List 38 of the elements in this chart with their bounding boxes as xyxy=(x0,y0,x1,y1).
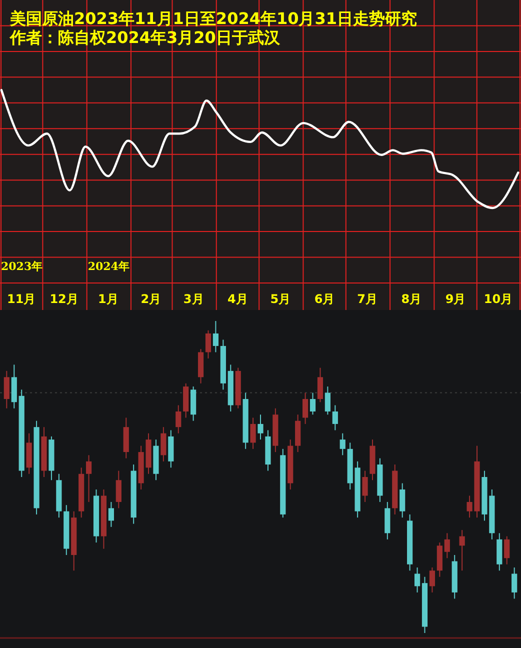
candlestick xyxy=(504,536,510,565)
candlestick xyxy=(444,532,450,559)
x-tick-label: 8月 xyxy=(401,292,422,306)
x-tick-label: 3月 xyxy=(183,292,204,306)
x-tick-label: 1月 xyxy=(98,292,118,306)
candlestick xyxy=(205,330,212,359)
candlestick xyxy=(212,320,219,353)
text: 2024年 xyxy=(88,260,130,273)
candlestick xyxy=(176,404,182,434)
x-tick-label: 4月 xyxy=(228,292,248,306)
candlestick xyxy=(362,470,368,502)
text: 2023年 xyxy=(1,260,43,273)
candlestick xyxy=(250,417,256,450)
candlestick xyxy=(310,392,316,416)
x-tick-label: 7月 xyxy=(357,292,378,306)
candlestick xyxy=(258,414,264,440)
candlestick xyxy=(86,454,92,502)
x-tick-label: 6月 xyxy=(314,292,335,306)
candlestick xyxy=(512,566,518,600)
x-tick-label: 5月 xyxy=(270,292,291,306)
candlestick xyxy=(324,386,330,416)
x-tick-label: 11月 xyxy=(7,292,36,306)
candlestick xyxy=(400,482,406,518)
candlestick xyxy=(459,530,465,572)
x-tick-label: 10月 xyxy=(484,292,513,306)
x-tick-label: 2月 xyxy=(140,292,162,306)
candlestick xyxy=(340,432,346,456)
x-tick-label: 9月 xyxy=(445,292,466,306)
candlestick xyxy=(108,501,114,528)
candlestick xyxy=(116,470,122,509)
candlestick xyxy=(302,392,308,424)
candlestick xyxy=(414,566,420,593)
candlestick xyxy=(317,367,324,403)
x-tick-label: 12月 xyxy=(50,292,78,306)
candlestick xyxy=(160,426,166,462)
candlestick xyxy=(429,566,436,593)
candlestick xyxy=(332,404,338,431)
candlestick xyxy=(4,370,10,409)
